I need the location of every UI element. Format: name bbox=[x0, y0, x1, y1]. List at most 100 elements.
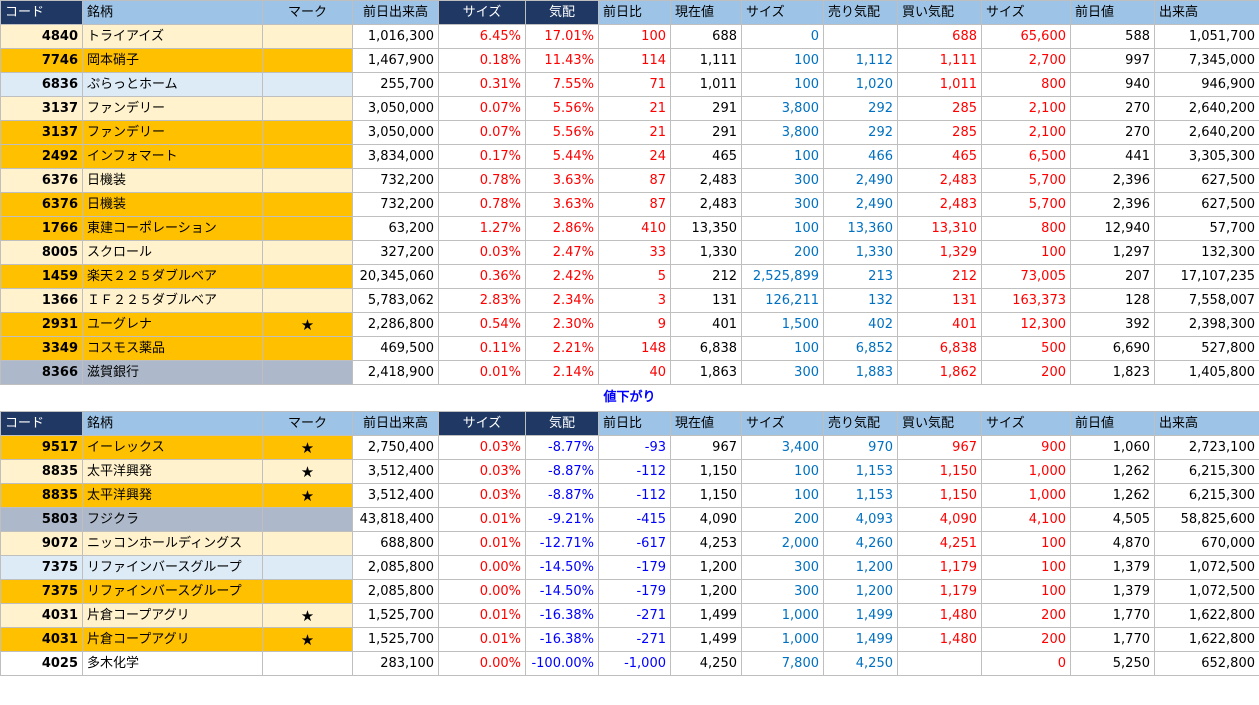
cell-name[interactable]: 岡本硝子 bbox=[82, 48, 263, 73]
cell-ask[interactable]: 466 bbox=[823, 144, 898, 169]
cell-size3[interactable]: 4,100 bbox=[981, 507, 1071, 532]
cell-size3[interactable]: 1,000 bbox=[981, 483, 1071, 508]
cell-ask[interactable]: 213 bbox=[823, 264, 898, 289]
header-price[interactable]: 現在値 bbox=[670, 411, 742, 436]
cell-kehai[interactable]: 7.55% bbox=[525, 72, 599, 97]
cell-code[interactable]: 6836 bbox=[0, 72, 83, 97]
cell-name[interactable]: 日機装 bbox=[82, 168, 263, 193]
cell-prev-volume[interactable]: 1,016,300 bbox=[352, 24, 439, 49]
cell-size3[interactable]: 800 bbox=[981, 72, 1071, 97]
cell-mark[interactable] bbox=[262, 96, 353, 121]
cell-size1[interactable]: 0.31% bbox=[438, 72, 526, 97]
cell-volume[interactable]: 2,640,200 bbox=[1154, 120, 1259, 145]
cell-bid[interactable]: 2,483 bbox=[897, 168, 982, 193]
cell-size3[interactable]: 5,700 bbox=[981, 168, 1071, 193]
cell-kehai[interactable]: -14.50% bbox=[525, 579, 599, 604]
cell-kehai[interactable]: -8.87% bbox=[525, 483, 599, 508]
table-row[interactable]: 5803 フジクラ 43,818,400 0.01% -9.21% -415 4,090 20… bbox=[0, 507, 1259, 532]
cell-code[interactable]: 7375 bbox=[0, 555, 83, 580]
cell-prev-volume[interactable]: 732,200 bbox=[352, 192, 439, 217]
cell-mark[interactable] bbox=[262, 555, 353, 580]
cell-diff[interactable]: -415 bbox=[598, 507, 671, 532]
header-volume[interactable]: 出来高 bbox=[1154, 411, 1259, 436]
cell-size2[interactable]: 100 bbox=[741, 48, 824, 73]
cell-size2[interactable]: 200 bbox=[741, 507, 824, 532]
cell-size3[interactable]: 100 bbox=[981, 579, 1071, 604]
cell-size3[interactable]: 900 bbox=[981, 435, 1071, 460]
cell-size2[interactable]: 300 bbox=[741, 192, 824, 217]
cell-size2[interactable]: 300 bbox=[741, 555, 824, 580]
cell-prev-price[interactable]: 4,870 bbox=[1070, 531, 1155, 556]
cell-size1[interactable]: 0.54% bbox=[438, 312, 526, 337]
cell-price[interactable]: 291 bbox=[670, 120, 742, 145]
header-code[interactable]: コード bbox=[0, 411, 83, 436]
table-row[interactable]: 3137 ファンデリー 3,050,000 0.07% 5.56% 21 291 3,800 2… bbox=[0, 96, 1259, 121]
cell-diff[interactable]: -271 bbox=[598, 627, 671, 652]
cell-bid[interactable]: 13,310 bbox=[897, 216, 982, 241]
cell-volume[interactable]: 57,700 bbox=[1154, 216, 1259, 241]
cell-size1[interactable]: 0.78% bbox=[438, 168, 526, 193]
table-row[interactable]: 2492 インフォマート 3,834,000 0.17% 5.44% 24 465 100 46… bbox=[0, 144, 1259, 169]
cell-name[interactable]: フジクラ bbox=[82, 507, 263, 532]
cell-prev-price[interactable]: 2,396 bbox=[1070, 168, 1155, 193]
cell-mark[interactable] bbox=[262, 288, 353, 313]
cell-bid[interactable]: 688 bbox=[897, 24, 982, 49]
cell-mark[interactable] bbox=[262, 192, 353, 217]
cell-volume[interactable]: 1,051,700 bbox=[1154, 24, 1259, 49]
table-row[interactable]: 4031 片倉コープアグリ ★ 1,525,700 0.01% -16.38% -271 1,… bbox=[0, 627, 1259, 652]
cell-size3[interactable]: 500 bbox=[981, 336, 1071, 361]
cell-prev-price[interactable]: 1,379 bbox=[1070, 579, 1155, 604]
cell-code[interactable]: 1766 bbox=[0, 216, 83, 241]
cell-bid[interactable]: 1,111 bbox=[897, 48, 982, 73]
cell-kehai[interactable]: 17.01% bbox=[525, 24, 599, 49]
cell-kehai[interactable]: -8.77% bbox=[525, 435, 599, 460]
cell-bid[interactable]: 285 bbox=[897, 96, 982, 121]
cell-diff[interactable]: 114 bbox=[598, 48, 671, 73]
cell-prev-volume[interactable]: 3,512,400 bbox=[352, 483, 439, 508]
cell-diff[interactable]: -179 bbox=[598, 555, 671, 580]
cell-size3[interactable]: 0 bbox=[981, 651, 1071, 676]
cell-mark[interactable] bbox=[262, 264, 353, 289]
cell-diff[interactable]: -93 bbox=[598, 435, 671, 460]
cell-prev-volume[interactable]: 2,085,800 bbox=[352, 555, 439, 580]
header-size1[interactable]: サイズ bbox=[438, 411, 526, 436]
cell-size3[interactable]: 100 bbox=[981, 531, 1071, 556]
table-row[interactable]: 7375 リファインバースグループ 2,085,800 0.00% -14.50% -17… bbox=[0, 579, 1259, 604]
cell-diff[interactable]: 21 bbox=[598, 96, 671, 121]
cell-mark[interactable] bbox=[262, 216, 353, 241]
cell-price[interactable]: 1,863 bbox=[670, 360, 742, 385]
cell-name[interactable]: 滋賀銀行 bbox=[82, 360, 263, 385]
cell-bid[interactable]: 1,480 bbox=[897, 627, 982, 652]
cell-volume[interactable]: 17,107,235 bbox=[1154, 264, 1259, 289]
cell-code[interactable]: 9517 bbox=[0, 435, 83, 460]
cell-prev-volume[interactable]: 469,500 bbox=[352, 336, 439, 361]
cell-size3[interactable]: 65,600 bbox=[981, 24, 1071, 49]
cell-mark[interactable] bbox=[262, 651, 353, 676]
cell-price[interactable]: 4,090 bbox=[670, 507, 742, 532]
cell-ask[interactable]: 6,852 bbox=[823, 336, 898, 361]
cell-volume[interactable]: 527,800 bbox=[1154, 336, 1259, 361]
table-row[interactable]: 7746 岡本硝子 1,467,900 0.18% 11.43% 114 1,111 100 1… bbox=[0, 48, 1259, 73]
cell-volume[interactable]: 132,300 bbox=[1154, 240, 1259, 265]
cell-volume[interactable]: 652,800 bbox=[1154, 651, 1259, 676]
header-bid[interactable]: 買い気配 bbox=[897, 0, 982, 25]
cell-code[interactable]: 4031 bbox=[0, 627, 83, 652]
table-row[interactable]: 1766 東建コーポレーション 63,200 1.27% 2.86% 410 13,350 1… bbox=[0, 216, 1259, 241]
cell-size1[interactable]: 0.03% bbox=[438, 483, 526, 508]
cell-diff[interactable]: 9 bbox=[598, 312, 671, 337]
cell-name[interactable]: 東建コーポレーション bbox=[82, 216, 263, 241]
cell-price[interactable]: 13,350 bbox=[670, 216, 742, 241]
cell-volume[interactable]: 2,640,200 bbox=[1154, 96, 1259, 121]
table-row[interactable]: 1366 ＩＦ２２５ダブルベア 5,783,062 2.83% 2.34% 3 131 126… bbox=[0, 288, 1259, 313]
cell-kehai[interactable]: -8.87% bbox=[525, 459, 599, 484]
table-row[interactable]: 4025 多木化学 283,100 0.00% -100.00% -1,000 4,250 7… bbox=[0, 651, 1259, 676]
cell-diff[interactable]: 100 bbox=[598, 24, 671, 49]
cell-price[interactable]: 1,150 bbox=[670, 483, 742, 508]
cell-size1[interactable]: 1.27% bbox=[438, 216, 526, 241]
cell-ask[interactable]: 1,200 bbox=[823, 555, 898, 580]
cell-price[interactable]: 1,150 bbox=[670, 459, 742, 484]
cell-code[interactable]: 3137 bbox=[0, 96, 83, 121]
cell-bid[interactable]: 1,862 bbox=[897, 360, 982, 385]
cell-volume[interactable]: 2,398,300 bbox=[1154, 312, 1259, 337]
cell-price[interactable]: 1,499 bbox=[670, 627, 742, 652]
